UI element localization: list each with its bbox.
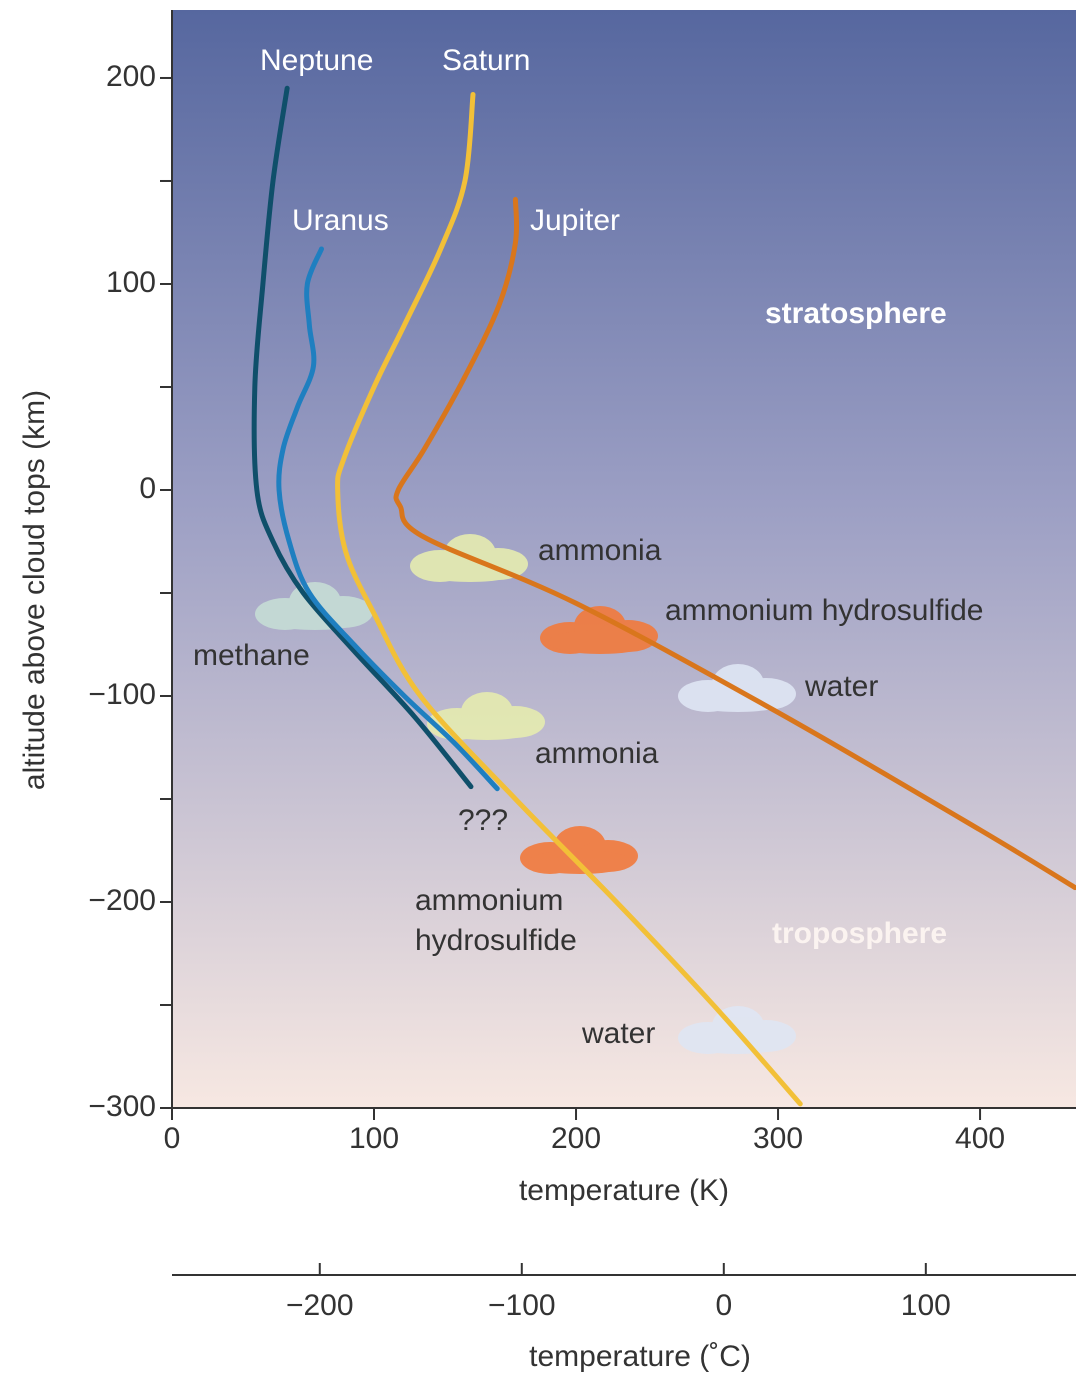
series-label: Saturn <box>442 44 530 77</box>
cloud-puff <box>263 606 367 630</box>
series-label: Jupiter <box>530 204 620 237</box>
cloud-puff <box>686 1030 790 1054</box>
annotation: water <box>804 670 878 703</box>
annotation: ??? <box>458 804 508 837</box>
annotation: water <box>581 1017 655 1050</box>
cloud-puff <box>548 630 652 654</box>
annotation: methane <box>193 639 310 672</box>
x-tick-label: 400 <box>955 1122 1005 1155</box>
y-tick-label: 200 <box>106 60 156 93</box>
plot-background <box>172 10 1076 1108</box>
x2-tick-label: −200 <box>286 1289 354 1322</box>
y-axis-label: altitude above cloud tops (km) <box>18 390 51 790</box>
y-tick-label: −200 <box>88 884 156 917</box>
annotation: ammonium hydrosulfide <box>665 594 983 627</box>
cloud <box>540 606 658 654</box>
y-tick-label: −100 <box>88 678 156 711</box>
y-tick-label: 100 <box>106 266 156 299</box>
annotation: stratosphere <box>765 297 947 330</box>
x-tick-label: 300 <box>753 1122 803 1155</box>
series-line <box>276 246 500 792</box>
annotation: ammonia <box>535 737 659 770</box>
y-tick-label: −300 <box>88 1090 156 1123</box>
x2-tick-label: 0 <box>715 1289 732 1322</box>
series-line <box>335 91 803 1107</box>
series-line <box>251 85 474 790</box>
x-tick-label: 100 <box>349 1122 399 1155</box>
annotation: ammonia <box>538 534 662 567</box>
y-tick-label: 0 <box>139 472 156 505</box>
series-label: Uranus <box>292 204 389 237</box>
cloud-puff <box>418 558 522 582</box>
annotation: troposphere <box>772 917 947 950</box>
cloud-puff <box>435 716 539 740</box>
series-line <box>393 197 1076 891</box>
x-tick-label: 200 <box>551 1122 601 1155</box>
annotation: hydrosulfide <box>415 924 577 957</box>
x-tick-label: 0 <box>164 1122 181 1155</box>
x2-tick-label: −100 <box>488 1289 556 1322</box>
series-label: Neptune <box>260 44 373 77</box>
cloud <box>410 534 528 582</box>
x2-tick-label: 100 <box>901 1289 951 1322</box>
x2-axis-label: temperature (˚C) <box>529 1340 751 1373</box>
annotation: ammonium <box>415 884 563 917</box>
x-axis-label: temperature (K) <box>519 1174 729 1207</box>
